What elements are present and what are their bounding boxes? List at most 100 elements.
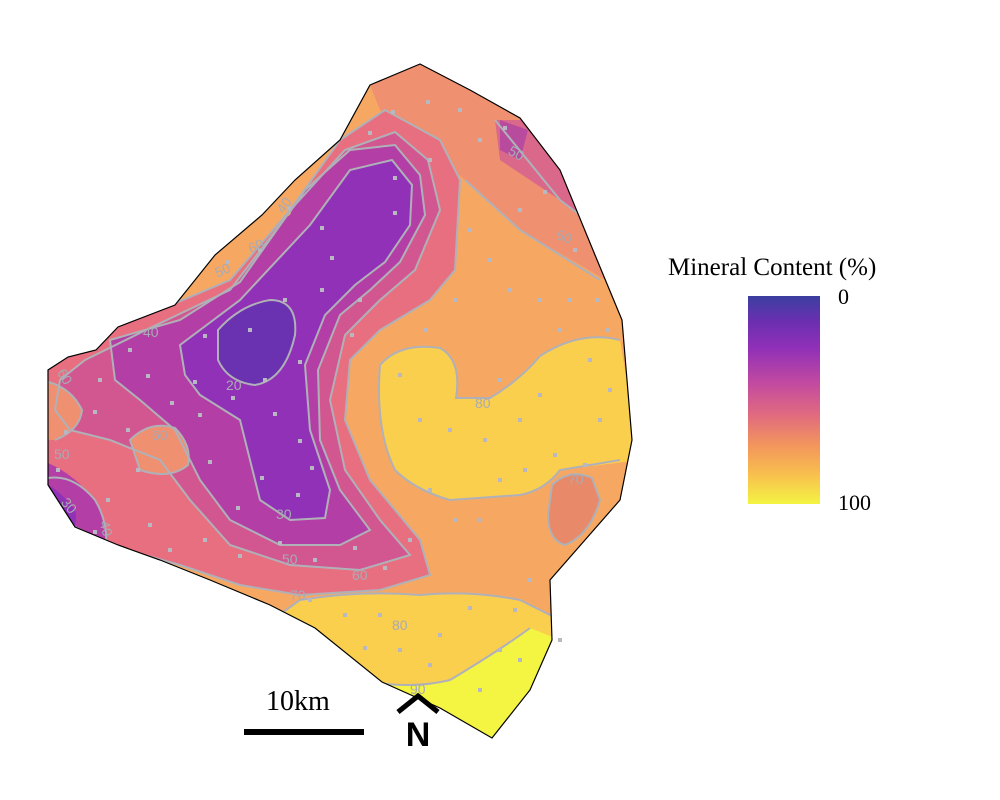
sample-point — [518, 418, 522, 422]
contour-label: 40 — [143, 324, 159, 340]
sample-point — [343, 613, 347, 617]
sample-point — [308, 598, 312, 602]
sample-point — [418, 418, 422, 422]
sample-point — [56, 468, 60, 472]
sample-point — [148, 523, 152, 527]
sample-point — [428, 158, 432, 162]
sample-point — [558, 328, 562, 332]
contour-label: 80 — [392, 617, 408, 633]
sample-point — [93, 530, 97, 534]
contour-label: 30 — [276, 506, 292, 522]
sample-point — [330, 256, 334, 260]
sample-point — [528, 578, 532, 582]
sample-point — [438, 633, 442, 637]
contour-label: 60 — [352, 567, 368, 583]
sample-point — [478, 688, 482, 692]
sample-point — [350, 333, 354, 337]
sample-point — [283, 298, 287, 302]
contour-label: 60 — [246, 235, 267, 256]
sample-point — [573, 248, 577, 252]
sample-point — [478, 138, 482, 142]
sample-points — [56, 100, 612, 692]
sample-point — [278, 541, 282, 545]
sample-point — [248, 328, 252, 332]
sample-point — [106, 498, 110, 502]
sample-point — [236, 506, 240, 510]
sample-point — [588, 358, 592, 362]
sample-point — [518, 208, 522, 212]
sample-point — [503, 126, 507, 130]
sample-point — [393, 211, 397, 215]
sample-point — [320, 226, 324, 230]
sample-point — [398, 648, 402, 652]
sample-point — [538, 298, 542, 302]
sample-point — [538, 393, 542, 397]
contour-label: 50 — [212, 259, 233, 280]
sample-point — [478, 518, 482, 522]
sample-point — [558, 638, 562, 642]
contour-label: 60 — [152, 427, 168, 443]
sample-point — [260, 476, 264, 480]
contour-label: 70 — [568, 471, 584, 487]
sample-point — [408, 538, 412, 542]
legend-title: Mineral Content (%) — [668, 254, 877, 281]
sample-point — [93, 410, 97, 414]
sample-point — [568, 298, 572, 302]
sample-point — [198, 413, 202, 417]
sample-point — [393, 176, 397, 180]
sample-point — [258, 248, 262, 252]
contour-label: 90 — [410, 681, 426, 697]
contour-label: 50 — [54, 446, 70, 462]
sample-point — [498, 378, 502, 382]
sample-point — [363, 646, 367, 650]
sample-point — [313, 558, 317, 562]
sample-point — [498, 648, 502, 652]
sample-point — [358, 298, 362, 302]
sample-point — [595, 298, 599, 302]
sample-point — [383, 566, 387, 570]
legend-color-bar — [748, 296, 820, 504]
sample-point — [428, 663, 432, 667]
sample-point — [310, 466, 314, 470]
sample-point — [263, 378, 267, 382]
sample-point — [64, 430, 68, 434]
sample-point — [203, 538, 207, 542]
sample-point — [448, 428, 452, 432]
sample-point — [146, 374, 150, 378]
sample-point — [543, 190, 547, 194]
sample-point — [208, 460, 212, 464]
sample-point — [193, 380, 197, 384]
sample-point — [203, 334, 207, 338]
sample-point — [353, 546, 357, 550]
legend-min-label: 0 — [838, 284, 849, 309]
north-arrow-label: N — [406, 716, 431, 754]
contour-label: 20 — [226, 377, 242, 393]
sample-point — [518, 658, 522, 662]
sample-point — [453, 518, 457, 522]
sample-point — [606, 328, 610, 332]
sample-point — [226, 260, 230, 264]
sample-point — [238, 554, 242, 558]
sample-point — [483, 438, 487, 442]
sample-point — [287, 206, 291, 210]
sample-point — [426, 100, 430, 104]
sample-point — [583, 463, 587, 467]
legend-max-label: 100 — [838, 490, 871, 515]
sample-point — [391, 110, 395, 114]
contour-label: 70 — [290, 587, 306, 603]
sample-point — [398, 373, 402, 377]
scale-bar-label: 10km — [266, 686, 330, 717]
sample-point — [468, 606, 472, 610]
sample-point — [168, 548, 172, 552]
sample-point — [170, 401, 174, 405]
sample-point — [231, 396, 235, 400]
contour-label: 40 — [96, 519, 116, 538]
sample-point — [488, 258, 492, 262]
sample-point — [423, 328, 427, 332]
sample-point — [298, 439, 302, 443]
sample-point — [523, 468, 527, 472]
sample-point — [320, 288, 324, 292]
sample-point — [453, 298, 457, 302]
sample-point — [498, 478, 502, 482]
